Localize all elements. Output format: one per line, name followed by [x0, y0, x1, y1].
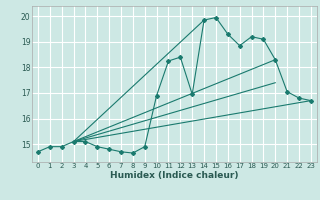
- X-axis label: Humidex (Indice chaleur): Humidex (Indice chaleur): [110, 171, 239, 180]
